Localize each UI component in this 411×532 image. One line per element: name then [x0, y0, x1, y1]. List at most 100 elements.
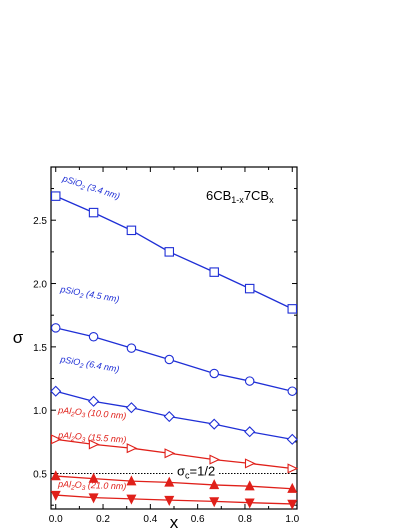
data-point-circle	[164, 354, 175, 365]
data-point-triangle-right	[50, 434, 62, 445]
label-text: (10.0 nm)	[85, 407, 127, 421]
data-point-triangle-up	[164, 476, 175, 487]
x-axis-label: x	[170, 513, 179, 532]
subscript: 2	[70, 436, 75, 443]
label-text: pSiO	[60, 173, 83, 189]
series-3: pSiO2 (6.4 nm)	[50, 354, 298, 445]
label-text: (6.4 nm)	[83, 358, 120, 374]
series-label: pSiO2 (6.4 nm)	[58, 354, 120, 376]
data-point-triangle-right	[164, 448, 176, 459]
subscript: 3	[82, 485, 86, 492]
y-axis-label: σ	[13, 328, 24, 347]
series-label: pAl2O3 (15.5 nm)	[57, 430, 127, 447]
subscript: 2	[70, 484, 75, 491]
data-point-triangle-down	[164, 495, 175, 506]
data-point-circle	[88, 331, 99, 342]
x-tick-label: 0.6	[191, 514, 205, 525]
reference-line-label: σc=1/2	[177, 464, 215, 481]
label-text: pSiO	[59, 354, 81, 367]
series-label: pAl2O3 (21.0 nm)	[57, 479, 127, 493]
series-label: pAl2O3 (10.0 nm)	[57, 405, 127, 423]
subscript: x	[269, 195, 274, 205]
series-label: pSiO2 (3.4 nm)	[60, 173, 121, 203]
data-point-square	[209, 267, 219, 277]
subscript: 2	[78, 292, 84, 300]
series-5: pAl2O3 (15.5 nm)	[50, 430, 298, 493]
data-point-square	[50, 191, 61, 201]
data-point-diamond	[208, 418, 220, 430]
data-point-triangle-up	[244, 480, 255, 491]
data-point-square	[126, 225, 137, 236]
data-point-circle	[126, 343, 137, 353]
data-point-diamond	[286, 433, 298, 445]
y-tick-label: 1.0	[33, 406, 47, 417]
data-point-square	[88, 207, 99, 218]
data-point-triangle-down	[126, 494, 137, 505]
y-tick-label: 2.0	[33, 280, 47, 291]
series-2: pSiO2 (4.5 nm)	[50, 284, 298, 396]
mixture-second: 7CB	[244, 188, 269, 203]
data-point-triangle-up	[88, 472, 99, 483]
sigma-symbol: σ	[177, 464, 185, 479]
y-tick-label: 2.5	[33, 216, 47, 227]
plot-frame	[50, 166, 298, 510]
data-point-diamond	[50, 385, 62, 397]
x-tick-label: 0.4	[143, 514, 157, 525]
data-point-circle	[209, 368, 219, 379]
label-text: (3.4 nm)	[84, 181, 121, 202]
data-point-square	[164, 247, 175, 257]
label-text: pAl	[57, 479, 72, 490]
subscript: 3	[81, 437, 85, 444]
data-point-diamond	[87, 395, 100, 407]
data-point-triangle-right	[244, 458, 256, 469]
data-point-triangle-down	[244, 498, 255, 509]
subscript: 3	[81, 412, 86, 419]
data-point-triangle-right	[88, 439, 100, 450]
y-tick-label: 1.5	[33, 343, 47, 354]
series-4: pAl2O3 (10.0 nm)	[50, 405, 299, 474]
label-text: (15.5 nm)	[85, 432, 127, 445]
label-text: O	[75, 480, 82, 490]
data-point-triangle-down	[209, 497, 220, 508]
series-label: pSiO2 (4.5 nm)	[58, 284, 120, 306]
data-point-triangle-down	[50, 490, 61, 501]
subscript: 2	[70, 411, 76, 418]
data-point-triangle-down	[287, 499, 298, 510]
data-point-triangle-right	[126, 443, 138, 454]
x-tick-label: 0.0	[49, 514, 63, 525]
data-point-triangle-up	[209, 479, 220, 490]
data-point-circle	[244, 376, 255, 386]
subscript: 2	[78, 362, 84, 370]
data-point-diamond	[125, 402, 138, 414]
label-text: O	[74, 406, 82, 417]
subscript: 1-x	[231, 195, 244, 205]
subscript: c	[185, 471, 190, 481]
mixture-label: 6CB1-x7CBx	[206, 188, 274, 205]
label-text: pSiO	[59, 284, 81, 297]
data-point-square	[244, 283, 255, 294]
data-point-triangle-down	[88, 493, 99, 504]
data-point-square	[287, 304, 298, 314]
label-text: (21.0 nm)	[85, 480, 126, 491]
data-point-triangle-up	[50, 470, 61, 481]
data-point-diamond	[163, 410, 175, 423]
x-tick-label: 0.2	[96, 514, 110, 525]
data-point-diamond	[244, 426, 256, 438]
y-tick-label: 0.5	[33, 470, 47, 481]
data-point-triangle-right	[209, 454, 221, 465]
label-text: pAl	[57, 405, 73, 416]
label-text: pAl	[57, 430, 73, 441]
label-text: O	[74, 431, 82, 441]
data-point-triangle-up	[126, 475, 137, 486]
reference-label-background	[174, 464, 218, 478]
x-tick-label: 0.8	[238, 514, 252, 525]
series-6: pAl2O3 (21.0 nm)	[50, 479, 298, 510]
data-point-triangle-right	[287, 463, 299, 474]
data-point-circle	[287, 386, 298, 396]
reference-value: =1/2	[190, 464, 216, 479]
x-tick-label: 1.0	[285, 514, 299, 525]
data-point-circle	[50, 323, 61, 333]
subscript: 2	[79, 184, 86, 192]
mixture-base: 6CB	[206, 188, 231, 203]
